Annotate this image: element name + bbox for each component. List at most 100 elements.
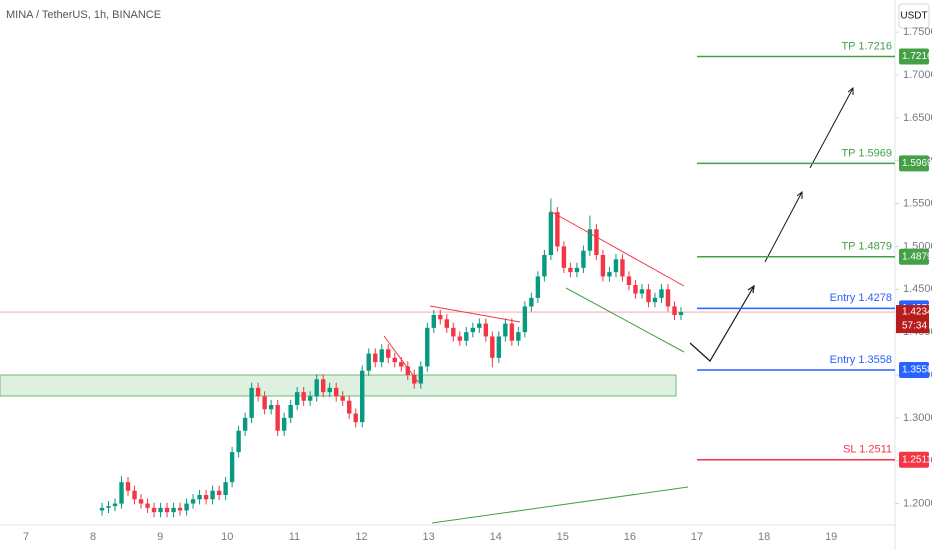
candle-body <box>529 297 534 307</box>
y-tick-label: 1.7000 <box>903 69 932 81</box>
candle-body <box>119 482 124 504</box>
candle-body <box>262 396 267 410</box>
x-tick-label: 9 <box>157 531 163 543</box>
level-axis-label: 1.2511 <box>902 454 932 465</box>
last-price-box <box>896 305 929 334</box>
currency-button[interactable] <box>898 3 930 29</box>
y-tick-label: 1.3000 <box>903 412 932 424</box>
candle-body <box>301 392 306 401</box>
candle-body <box>158 507 163 513</box>
x-tick-label: 15 <box>557 531 569 543</box>
candle-body <box>268 405 274 410</box>
candle-body <box>242 417 248 431</box>
candle-body <box>464 332 469 341</box>
x-tick-label: 14 <box>490 531 502 543</box>
candle-body <box>197 495 202 500</box>
candle-body <box>639 289 645 294</box>
level-label: TP 1.7216 <box>841 40 892 52</box>
level-axis-box <box>899 155 929 172</box>
candle-body <box>412 375 417 384</box>
candle-body <box>229 452 235 483</box>
arrow-head <box>747 284 755 294</box>
y-tick-label: 1.5500 <box>903 197 932 209</box>
level-axis-box <box>899 48 929 65</box>
trendline <box>549 210 685 287</box>
candle-body <box>379 349 384 363</box>
candle-body <box>561 246 567 268</box>
candle-body <box>613 259 619 273</box>
candle-body <box>399 362 404 367</box>
x-tick-label: 11 <box>289 531 300 543</box>
level-axis-label: 1.4879 <box>902 251 932 262</box>
candle-body <box>555 212 560 247</box>
y-tick-label: 1.2000 <box>903 497 932 509</box>
candle-body <box>190 499 196 504</box>
candle-body <box>633 285 638 294</box>
candle-body <box>607 272 612 277</box>
candle-body <box>216 490 222 495</box>
candle-body <box>672 306 677 315</box>
arrow <box>764 191 803 263</box>
candle-body <box>425 327 430 367</box>
candle-body <box>281 417 287 431</box>
candle-body <box>373 353 378 363</box>
candle-body <box>132 490 137 500</box>
candle-body <box>366 353 371 371</box>
candle-body <box>470 327 476 333</box>
candle-body <box>477 323 482 328</box>
candle-body <box>548 212 554 255</box>
level-axis-label: 1.5969 <box>902 158 932 169</box>
candle-body <box>451 327 456 337</box>
candle-body <box>223 482 228 495</box>
level-label: TP 1.5969 <box>841 147 892 159</box>
candle-body <box>327 387 332 393</box>
candle-body <box>516 332 521 341</box>
candle-body <box>138 499 144 504</box>
candle-body <box>386 349 391 358</box>
candles <box>99 198 684 518</box>
arrow <box>809 87 854 169</box>
level-axis-box <box>899 362 929 379</box>
x-tick-label: 18 <box>758 531 770 543</box>
candle-body <box>646 289 651 303</box>
candle-body <box>236 430 241 453</box>
candle-body <box>145 503 150 508</box>
level-label: Entry 1.3558 <box>830 354 892 366</box>
candle-body <box>334 387 339 397</box>
x-tick-label: 13 <box>422 531 434 543</box>
candle-body <box>106 506 111 508</box>
candle-body <box>535 276 541 298</box>
x-tick-label: 16 <box>624 531 636 543</box>
candle-body <box>151 507 157 513</box>
candle-body <box>659 289 664 298</box>
candle-body <box>626 276 632 285</box>
candle-body <box>340 396 345 401</box>
candle-body <box>294 392 300 405</box>
candle-body <box>581 250 586 268</box>
candle-body <box>210 490 215 500</box>
candle-body <box>490 336 495 358</box>
projection-path <box>689 285 755 362</box>
chart-title: MINA / TetherUS, 1h, BINANCE <box>6 9 161 21</box>
level-label: TP 1.4879 <box>841 241 892 253</box>
arrow-head <box>847 86 854 95</box>
x-tick-label: 19 <box>825 531 837 543</box>
level-label: Entry 1.4278 <box>830 292 892 304</box>
candle-body <box>307 396 313 401</box>
candle-body <box>360 370 365 423</box>
y-tick-label: 1.6500 <box>903 112 932 124</box>
candle-body <box>587 229 593 251</box>
level-axis-label: 1.3558 <box>902 365 932 376</box>
candle-body <box>171 507 176 513</box>
x-tick-label: 17 <box>691 531 703 543</box>
candle-body <box>112 503 118 507</box>
candle-body <box>275 405 280 431</box>
candle-body <box>255 387 261 397</box>
candle-body <box>496 336 502 358</box>
candle-body <box>509 323 515 341</box>
trendline <box>565 287 685 353</box>
candle-body <box>678 312 684 315</box>
candle-body <box>347 400 352 414</box>
x-tick-label: 10 <box>221 531 233 543</box>
